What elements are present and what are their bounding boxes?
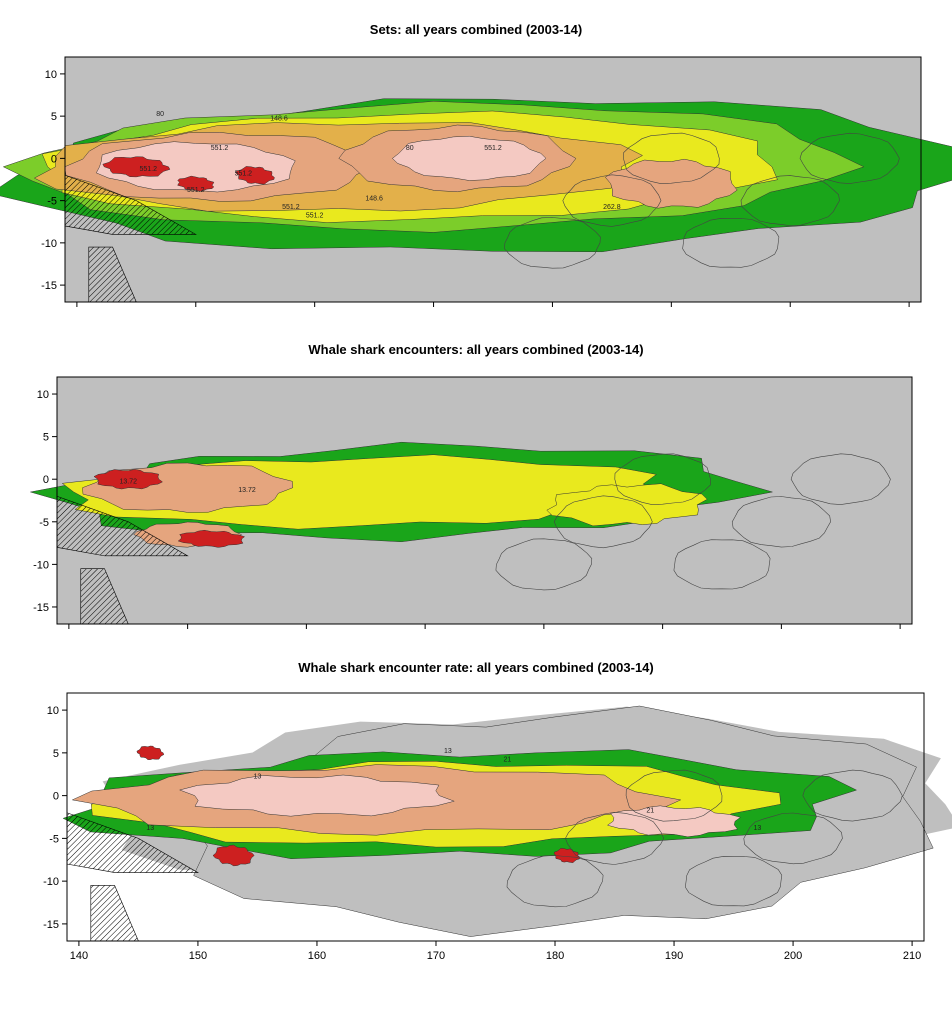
contour-label: 148.6 xyxy=(365,196,383,203)
y-tick-label: 0 xyxy=(53,791,59,803)
contour-label: 13.72 xyxy=(238,487,256,494)
contour-label: 551.2 xyxy=(306,213,324,220)
y-tick-label: 5 xyxy=(51,111,57,123)
contour-label: 13 xyxy=(444,748,452,755)
panel-title-encounters: Whale shark encounters: all years combin… xyxy=(0,342,952,357)
y-tick-label: -10 xyxy=(43,876,59,888)
y-tick-label: -15 xyxy=(41,280,57,292)
contour-label: 551.2 xyxy=(187,187,205,194)
contour-label: 551.2 xyxy=(282,204,300,211)
y-tick-label: -10 xyxy=(33,559,49,571)
y-tick-label: -15 xyxy=(43,919,59,931)
x-tick-label: 180 xyxy=(546,950,564,962)
y-tick-label: 10 xyxy=(45,69,57,81)
y-tick-label: 10 xyxy=(47,705,59,717)
contour-label: 551.2 xyxy=(211,145,229,152)
y-tick-label: -10 xyxy=(41,238,57,250)
x-tick-label: 210 xyxy=(903,950,921,962)
panel-title-encounter-rate: Whale shark encounter rate: all years co… xyxy=(0,660,952,675)
x-tick-label: 160 xyxy=(308,950,326,962)
y-tick-label: 10 xyxy=(37,389,49,401)
contour-label: 13 xyxy=(146,825,154,832)
contour-label: 80 xyxy=(156,111,164,118)
contour-label: 262.8 xyxy=(603,204,621,211)
y-tick-label: 0 xyxy=(51,153,57,165)
x-tick-label: 200 xyxy=(784,950,802,962)
contour-label: 80 xyxy=(406,145,414,152)
contour-label: 551.2 xyxy=(139,166,157,173)
y-tick-label: 0 xyxy=(43,474,49,486)
contour-label: 13 xyxy=(753,825,761,832)
contour-label: 13 xyxy=(254,774,262,781)
sets-map-panel: 80 148.6 551.2 551.2 551.2 551.2 551.2 551.2 80 5… xyxy=(0,52,952,352)
encounter-rate-map-panel: 13 13 21 13 21 13 10 5 0 -5 -10 -15 140 150 160 170 180 1… xyxy=(0,690,952,990)
y-tick-label: 5 xyxy=(53,748,59,760)
y-tick-label: -5 xyxy=(49,833,59,845)
contour-label: 148.6 xyxy=(270,115,288,122)
x-tick-label: 170 xyxy=(427,950,445,962)
y-tick-label: -5 xyxy=(39,517,49,529)
x-tick-label: 150 xyxy=(189,950,207,962)
contour-label: 551.2 xyxy=(484,145,502,152)
contour-label: 21 xyxy=(646,808,654,815)
x-tick-label: 140 xyxy=(70,950,88,962)
encounters-map-panel: 13.72 13.72 10 5 0 -5 -10 -15 xyxy=(0,372,952,672)
y-tick-label: -5 xyxy=(47,196,57,208)
contour-label: 13.72 xyxy=(119,478,137,485)
x-tick-label: 190 xyxy=(665,950,683,962)
y-tick-label: 5 xyxy=(43,432,49,444)
contour-label: 21 xyxy=(504,756,512,763)
panel-title-sets: Sets: all years combined (2003-14) xyxy=(0,22,952,37)
contour-label: 551.2 xyxy=(235,170,253,177)
y-tick-label: -15 xyxy=(33,602,49,614)
